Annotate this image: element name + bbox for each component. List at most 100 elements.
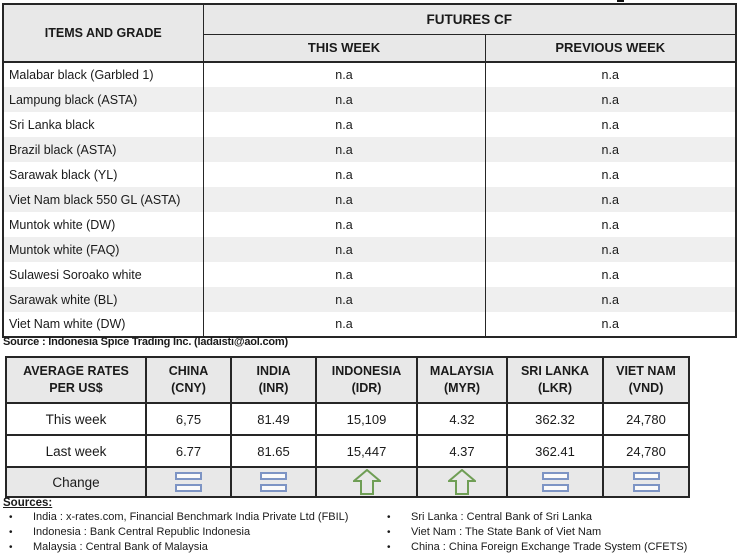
this-week-value: n.a bbox=[335, 317, 353, 331]
this-week-value: n.a bbox=[335, 142, 353, 157]
bullet-icon: • bbox=[387, 527, 391, 538]
item-name: Viet Nam black 550 GL (ASTA) bbox=[3, 187, 204, 212]
item-name: Sarawak black (YL) bbox=[3, 162, 204, 187]
change-indicator bbox=[145, 466, 232, 498]
column-header-viet-nam: VIET NAM (VND) bbox=[602, 356, 690, 404]
this-week-value: n.a bbox=[335, 217, 353, 232]
this-week-value: n.a bbox=[335, 92, 353, 107]
equal-icon bbox=[260, 472, 287, 492]
table-row: Sri Lanka black n.a n.a bbox=[3, 112, 736, 137]
table-row: Muntok white (FAQ) n.a n.a bbox=[3, 237, 736, 262]
item-name: Sri Lanka black bbox=[3, 112, 204, 137]
cropped-text-artifact bbox=[617, 0, 624, 2]
this-week-value: n.a bbox=[335, 267, 353, 282]
previous-week-value: n.a bbox=[484, 212, 736, 237]
previous-week-value: n.a bbox=[484, 162, 736, 187]
rate-value: 81.49 bbox=[230, 402, 317, 436]
bullet-icon: • bbox=[387, 512, 391, 523]
change-indicator bbox=[602, 466, 690, 498]
this-week-row: This week 6,75 81.49 15,109 4.32 362.32 … bbox=[5, 402, 690, 436]
sources-heading: Sources: bbox=[3, 497, 53, 509]
item-name: Brazil black (ASTA) bbox=[3, 137, 204, 162]
table-row: Sulawesi Soroako white n.a n.a bbox=[3, 262, 736, 287]
previous-week-value: n.a bbox=[484, 112, 736, 137]
column-header-india: INDIA (INR) bbox=[230, 356, 317, 404]
sources-section: Sources: • India : x-rates.com, Financial… bbox=[3, 497, 733, 555]
column-header-sri-lanka: SRI LANKA (LKR) bbox=[506, 356, 604, 404]
change-indicator bbox=[230, 466, 317, 498]
column-header-malaysia: MALAYSIA (MYR) bbox=[416, 356, 508, 404]
rate-value: 24,780 bbox=[602, 402, 690, 436]
previous-week-header: PREVIOUS WEEK bbox=[484, 34, 736, 62]
previous-week-value: n.a bbox=[484, 62, 736, 87]
rate-value: 4.37 bbox=[416, 434, 508, 468]
previous-week-value: n.a bbox=[484, 87, 736, 112]
previous-week-value: n.a bbox=[484, 137, 736, 162]
item-name: Malabar black (Garbled 1) bbox=[3, 62, 204, 87]
change-indicator bbox=[506, 466, 604, 498]
rate-value: 6.77 bbox=[145, 434, 232, 468]
source-note: Source : Indonesia Spice Trading Inc. (l… bbox=[3, 336, 288, 348]
list-item: • Malaysia : Central Bank of Malaysia bbox=[9, 541, 208, 553]
this-week-value: n.a bbox=[335, 117, 353, 132]
list-item: • Viet Nam : The State Bank of Viet Nam bbox=[387, 526, 602, 538]
rate-value: 6,75 bbox=[145, 402, 232, 436]
table-row: Muntok white (DW) n.a n.a bbox=[3, 212, 736, 237]
table-row: Lampung black (ASTA) n.a n.a bbox=[3, 87, 736, 112]
this-week-value: n.a bbox=[335, 167, 353, 182]
item-name: Sarawak white (BL) bbox=[3, 287, 204, 312]
average-rates-table: AVERAGE RATES PER US$ CHINA (CNY) INDIA … bbox=[5, 356, 690, 498]
list-item: • China : China Foreign Exchange Trade Sy… bbox=[387, 541, 688, 553]
rate-value: 15,109 bbox=[315, 402, 418, 436]
this-week-value: n.a bbox=[335, 292, 353, 307]
rate-value: 15,447 bbox=[315, 434, 418, 468]
list-item: • Sri Lanka : Central Bank of Sri Lanka bbox=[387, 511, 592, 523]
this-week-value: n.a bbox=[335, 192, 353, 207]
rate-value: 81.65 bbox=[230, 434, 317, 468]
previous-week-value: n.a bbox=[484, 287, 736, 312]
last-week-row: Last week 6.77 81.65 15,447 4.37 362.41 … bbox=[5, 434, 690, 468]
previous-week-value: n.a bbox=[484, 187, 736, 212]
rate-value: 362.41 bbox=[506, 434, 604, 468]
table-row: Sarawak white (BL) n.a n.a bbox=[3, 287, 736, 312]
bullet-icon: • bbox=[9, 512, 13, 523]
up-arrow-icon bbox=[352, 469, 381, 495]
row-label: This week bbox=[5, 402, 147, 436]
equal-icon bbox=[175, 472, 202, 492]
futures-cf-header: FUTURES CF bbox=[203, 4, 736, 35]
change-indicator bbox=[315, 466, 418, 498]
list-item: • India : x-rates.com, Financial Benchmar… bbox=[9, 511, 349, 523]
row-label: Change bbox=[5, 466, 147, 498]
rates-label-header: AVERAGE RATES PER US$ bbox=[5, 356, 147, 404]
bullet-icon: • bbox=[9, 527, 13, 538]
previous-week-value: n.a bbox=[484, 262, 736, 287]
rate-value: 4.32 bbox=[416, 402, 508, 436]
bullet-icon: • bbox=[9, 542, 13, 553]
rate-value: 362.32 bbox=[506, 402, 604, 436]
rates-label-line1: AVERAGE RATES bbox=[23, 364, 129, 379]
this-week-value: n.a bbox=[335, 68, 353, 82]
previous-week-value: n.a bbox=[484, 312, 736, 337]
change-row: Change bbox=[5, 466, 690, 498]
sources-list-left: • India : x-rates.com, Financial Benchmar… bbox=[3, 510, 381, 555]
table-row: Sarawak black (YL) n.a n.a bbox=[3, 162, 736, 187]
rates-label-line2: PER US$ bbox=[49, 381, 103, 395]
this-week-value: n.a bbox=[335, 242, 353, 257]
column-header-indonesia: INDONESIA (IDR) bbox=[315, 356, 418, 404]
item-name: Lampung black (ASTA) bbox=[3, 87, 204, 112]
this-week-header: THIS WEEK bbox=[203, 34, 485, 62]
equal-icon bbox=[632, 472, 660, 492]
item-name: Sulawesi Soroako white bbox=[3, 262, 204, 287]
bullet-icon: • bbox=[387, 542, 391, 553]
table-row: Brazil black (ASTA) n.a n.a bbox=[3, 137, 736, 162]
row-label: Last week bbox=[5, 434, 147, 468]
item-name: Viet Nam white (DW) bbox=[3, 312, 204, 337]
change-indicator bbox=[416, 466, 508, 498]
equal-icon bbox=[541, 472, 569, 492]
previous-week-value: n.a bbox=[484, 237, 736, 262]
column-header-china: CHINA (CNY) bbox=[145, 356, 232, 404]
futures-cf-table: ITEMS AND GRADE FUTURES CF THIS WEEK PRE… bbox=[2, 3, 737, 338]
rate-value: 24,780 bbox=[602, 434, 690, 468]
up-arrow-icon bbox=[448, 469, 476, 495]
